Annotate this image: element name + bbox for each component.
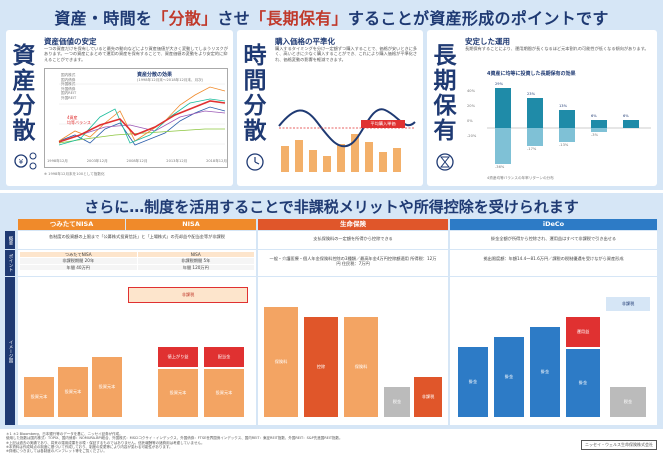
principal-block: 投資元本 <box>58 367 88 417</box>
average-price-label: 平均購入単価 <box>370 121 396 126</box>
y-axis: 40% 20% 0% -20% <box>467 89 477 138</box>
section-tax-benefits: さらに…制度を活用することで非課税メリットや所得控除を受けられます つみたてNI… <box>0 193 663 429</box>
row-label-point: ポイント <box>5 250 15 276</box>
neg-bar-label: -36% <box>495 165 505 169</box>
neg-bar-label: -13% <box>559 143 569 147</box>
bar-label: 23% <box>527 92 535 96</box>
ideco-overview: 掛金全額が所得から控除され、運用益はすべて非課税で引き出せる <box>450 231 657 249</box>
gain-block: 運用益 <box>566 317 600 347</box>
bar-label: 6% <box>591 114 597 118</box>
purchase-bars <box>281 134 401 172</box>
panel3-description: 長期保有することにより、運用期間が長くなるほど元本割れの可能性が低くなる傾向があ… <box>465 46 649 51</box>
contribution-block: 掛金 <box>566 349 600 417</box>
premium-block: 保険料 <box>264 307 298 417</box>
vertical-title-asset-diversification: 資産分散 <box>12 43 36 144</box>
dividend-block: 配当金 <box>204 347 244 367</box>
panel2-description: 購入するタイミングを分け一定額ずつ購入することで、価格が安いときに多く、高いとき… <box>275 46 418 62</box>
column-header-life-insurance: 生命保険 <box>258 219 448 230</box>
tax-block: 税金 <box>384 387 410 417</box>
svg-text:4資産: 4資産 <box>67 114 78 120</box>
clock-icon <box>246 153 264 171</box>
company-name: ニッセイ・ウェルス生命保険株式会社 <box>581 440 657 451</box>
panel1-description: 一つの資産だけを保有していると最先の動向などにより資産価値が大きく変動してしまう… <box>44 46 228 62</box>
premium-block: 保険料 <box>344 317 378 417</box>
principal-block: 投資元本 <box>92 357 122 417</box>
ideco-point: 拠出限度額：年額14.4〜81.6万円／課税の税制優遇を受けながら資産形成 <box>450 250 657 276</box>
long-term-chart <box>487 88 651 164</box>
insurance-image: 保険料 控除 保険料 税金 非課税 <box>258 277 448 425</box>
bar-label: 6% <box>623 114 629 118</box>
panel1-note: ※ 1998年12月末を100として指数化 <box>44 172 105 176</box>
tax-free-label: 非課税 <box>606 297 650 311</box>
chart-subtitle: (1998年12月末〜2018年12月末、月次) <box>137 78 204 82</box>
positive-bars <box>495 88 639 128</box>
series-foreign-stock <box>58 86 226 142</box>
deduction-block: 控除 <box>304 317 338 417</box>
svg-text:¥: ¥ <box>19 158 24 166</box>
tax-block: 税金 <box>610 387 646 417</box>
asset-diversification-chart: 4資産 均等バランス 国内株式 国内債券 外国株式 外国債券 国内REIT 外国REIT … <box>44 68 228 168</box>
negative-bars <box>495 128 607 164</box>
coins-icon: ¥ <box>14 152 37 170</box>
section1-title: 資産・時間を「分散」させ「長期保有」することが資産形成のポイントです <box>54 9 609 28</box>
panel3-note: 4資産均等バランスの年率リターンの分布 <box>487 176 554 180</box>
gain-block: 値上がり益 <box>158 347 198 367</box>
column-header-nisa: NISA <box>126 219 256 230</box>
panel-long-term-holding: 長期保有 安定した運用 長期保有することにより、運用期間が長くなるほど元本割れの… <box>427 30 657 186</box>
vertical-title-time-diversification: 時間分散 <box>243 43 267 144</box>
contribution-block: 掛金 <box>530 327 560 417</box>
price-averaging-chart: 平均購入単価 <box>275 86 418 176</box>
bar-label: 13% <box>559 104 567 108</box>
series-domestic-stock <box>58 106 226 146</box>
tax-free-label: 非課税 <box>128 287 248 303</box>
insurance-overview: 支払保険料の一定額を所得から控除できる <box>258 231 448 249</box>
section2-title: さらに…制度を活用することで非課税メリットや所得控除を受けられます <box>84 198 579 216</box>
chart-x-axis: 1998年12月 2003年12月 2008年12月 2013年12月 2018年12月 <box>47 159 227 163</box>
chart-title: 資産分散の効果 <box>137 72 173 78</box>
footer-notes: ＊1 ＊2 Bloomberg、日本銀行等のデータを基に、ニッセイ証券が作成。 … <box>0 432 663 467</box>
ideco-image: 掛金 掛金 掛金 運用益 掛金 非課税 税金 <box>450 277 657 425</box>
tax-free-block: 非課税 <box>414 377 442 417</box>
series-balanced <box>58 100 226 143</box>
contribution-block: 掛金 <box>458 347 488 417</box>
series-domestic-reit <box>58 98 226 146</box>
principal-block: 投資元本 <box>24 377 54 417</box>
series-domestic-bond <box>58 128 225 144</box>
panel1-heading: 資産価値の安定 <box>44 37 97 46</box>
panel3-heading: 安定した運用 <box>465 37 510 46</box>
hourglass-icon <box>436 153 454 171</box>
nisa-image: 投資元本 投資元本 投資元本 値上がり益 投資元本 配当金 投資元本 非課税 <box>18 277 256 425</box>
chart-legend: 国内株式 国内債券 外国株式 外国債券 国内REIT 外国REIT <box>61 73 77 100</box>
row-label-image: イメージ図 <box>5 277 15 425</box>
principal-block: 投資元本 <box>158 369 198 417</box>
section-asset-formation: 資産・時間を「分散」させ「長期保有」することが資産形成のポイントです 資産分散 … <box>0 0 663 190</box>
principal-block: 投資元本 <box>204 369 244 417</box>
contribution-block: 掛金 <box>494 337 524 417</box>
series-foreign-bond <box>58 110 226 143</box>
insurance-point: 一般・介護医療・個人年金保険料控除の3種類／最高年金4万円控除額適用 所得税：1… <box>258 250 448 276</box>
panel-time-diversification: 時間分散 購入価格の平準化 購入するタイミングを分け一定額ずつ購入することで、価… <box>237 30 423 186</box>
svg-text:均等バランス: 均等バランス <box>67 119 91 125</box>
column-header-tsumitate-nisa: つみたてNISA <box>18 219 125 230</box>
column-header-ideco: iDeCo <box>450 219 657 230</box>
panel-asset-diversification: 資産分散 ¥ 資産価値の安定 一つの資産だけを保有していると最先の動向などにより… <box>6 30 233 186</box>
bar-label: 29% <box>495 82 503 86</box>
nisa-overview: 各制度の投資額の上限まで「公募株式投資信託」と「上場株式」の売却益や配当金等が非… <box>18 231 256 249</box>
neg-bar-label: -17% <box>527 147 537 151</box>
vertical-title-long-term: 長期保有 <box>433 43 457 144</box>
chart-title: 4資産に均等に投資した長期保有の効果 <box>487 71 576 77</box>
price-curve <box>278 108 416 148</box>
row-label-overview: 概要 <box>5 231 15 249</box>
nisa-point-table: つみたてNISA NISA 非課税期間 20年 非課税期間 5年 年間 40万円 年間… <box>18 250 256 276</box>
neg-bar-label: -3% <box>591 133 598 137</box>
panel2-heading: 購入価格の平準化 <box>275 37 335 46</box>
